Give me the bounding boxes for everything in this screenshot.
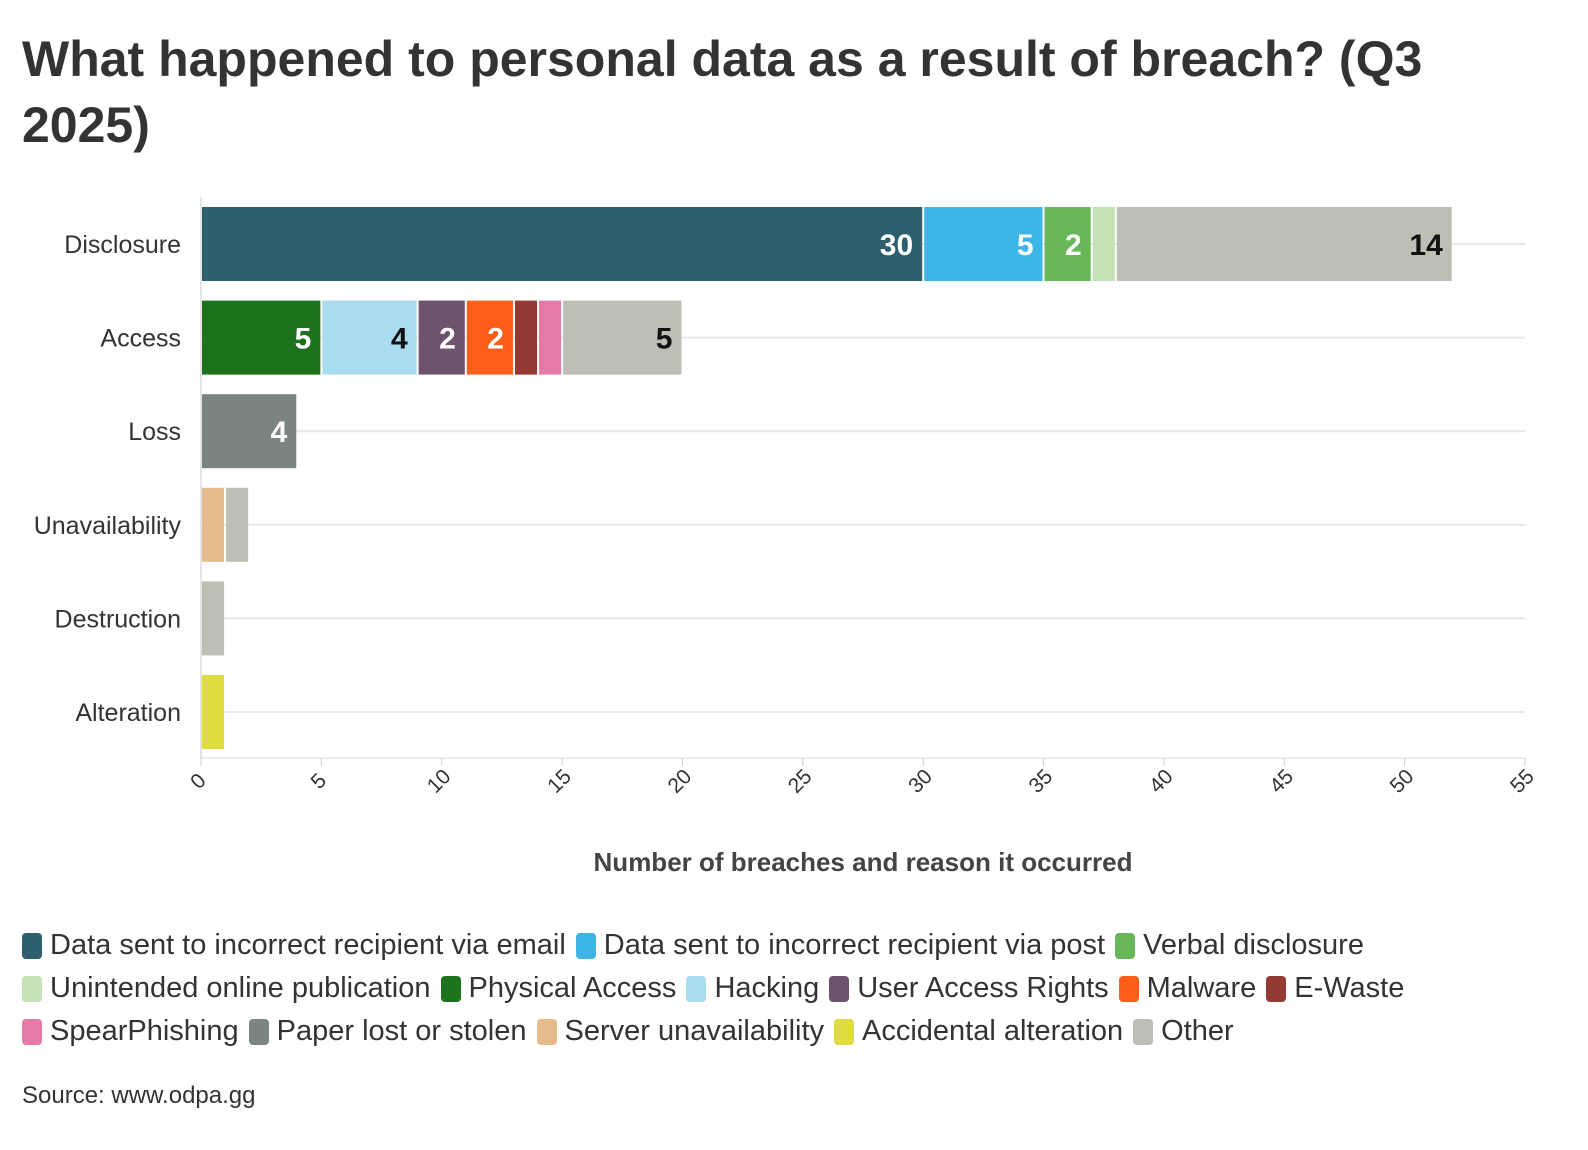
chart-title: What happened to personal data as a resu… bbox=[22, 31, 1423, 153]
legend-swatch bbox=[440, 975, 461, 1002]
x-tick-label: 45 bbox=[1265, 765, 1298, 798]
category-label: Destruction bbox=[55, 605, 181, 633]
x-axis-title: Number of breaches and reason it occurre… bbox=[594, 847, 1133, 877]
data-label: 5 bbox=[656, 323, 673, 356]
legend-item[interactable]: Server unavailability bbox=[536, 1010, 825, 1053]
legend-item[interactable]: Physical Access bbox=[440, 967, 677, 1010]
legend-label: Verbal disclosure bbox=[1143, 929, 1364, 961]
bar-segment bbox=[202, 207, 923, 281]
category-label: Disclosure bbox=[64, 231, 181, 259]
x-tick-label: 10 bbox=[423, 765, 456, 798]
legend-label: Accidental alteration bbox=[862, 1015, 1124, 1047]
x-tick-label: 5 bbox=[307, 769, 332, 794]
x-tick-label: 0 bbox=[186, 769, 211, 794]
bar-segment bbox=[202, 487, 225, 562]
legend: Data sent to incorrect recipient via ema… bbox=[22, 924, 1562, 1053]
x-tick-label: 50 bbox=[1386, 765, 1419, 798]
legend-item[interactable]: Accidental alteration bbox=[834, 1010, 1123, 1053]
category-label: Loss bbox=[128, 418, 181, 446]
legend-item[interactable]: User Access Rights bbox=[829, 967, 1109, 1010]
legend-swatch bbox=[22, 932, 42, 959]
legend-label: Data sent to incorrect recipient via ema… bbox=[50, 929, 566, 961]
bar-segment bbox=[1044, 207, 1091, 281]
x-tick-label: 55 bbox=[1506, 765, 1539, 798]
legend-label: E-Waste bbox=[1294, 972, 1405, 1004]
legend-swatch bbox=[686, 975, 707, 1002]
bar-segment bbox=[924, 207, 1043, 281]
legend-swatch bbox=[248, 1018, 269, 1045]
x-tick-label: 15 bbox=[543, 765, 576, 798]
x-tick-label: 20 bbox=[663, 765, 696, 798]
bar-segment bbox=[1116, 207, 1452, 281]
data-label: 14 bbox=[1409, 229, 1443, 262]
legend-item[interactable]: Hacking bbox=[686, 967, 819, 1010]
legend-item[interactable]: Data sent to incorrect recipient via ema… bbox=[22, 924, 566, 967]
legend-item[interactable]: Verbal disclosure bbox=[1115, 924, 1364, 967]
legend-swatch bbox=[1266, 975, 1287, 1002]
data-label: 2 bbox=[1065, 229, 1082, 262]
legend-label: Hacking bbox=[714, 972, 820, 1004]
x-tick-label: 30 bbox=[904, 765, 937, 798]
source-note: Source: www.odpa.gg bbox=[22, 1082, 256, 1109]
bar-segment bbox=[563, 300, 682, 375]
bar-segment bbox=[202, 581, 225, 656]
data-label: 4 bbox=[391, 323, 408, 356]
legend-swatch bbox=[22, 1018, 42, 1045]
x-tick-label: 40 bbox=[1145, 765, 1178, 798]
legend-label: Physical Access bbox=[468, 972, 677, 1004]
legend-swatch bbox=[575, 932, 596, 959]
legend-label: Unintended online publication bbox=[50, 972, 431, 1004]
legend-label: Data sent to incorrect recipient via pos… bbox=[603, 929, 1106, 961]
bar-segment bbox=[514, 300, 538, 375]
bar-segment bbox=[466, 300, 513, 375]
bar-segment bbox=[322, 300, 417, 375]
bar-segment bbox=[1092, 207, 1115, 281]
legend-item[interactable]: Unintended online publication bbox=[22, 967, 431, 1010]
bar-segment bbox=[226, 487, 249, 562]
legend-item[interactable]: Other bbox=[1133, 1010, 1234, 1053]
legend-swatch bbox=[1115, 932, 1136, 959]
category-label: Unavailability bbox=[34, 512, 182, 540]
bar-segment bbox=[202, 675, 225, 749]
data-label: 30 bbox=[880, 229, 913, 262]
legend-label: Server unavailability bbox=[564, 1015, 825, 1047]
legend-label: Paper lost or stolen bbox=[276, 1015, 527, 1047]
x-tick-label: 25 bbox=[784, 765, 817, 798]
bar-segment bbox=[202, 300, 321, 375]
legend-item[interactable]: Malware bbox=[1118, 967, 1257, 1010]
x-tick-label: 35 bbox=[1025, 765, 1058, 798]
legend-swatch bbox=[536, 1018, 557, 1045]
legend-swatch bbox=[829, 975, 850, 1002]
data-label: 4 bbox=[271, 416, 288, 449]
bar-segment bbox=[202, 394, 297, 469]
legend-label: SpearPhishing bbox=[50, 1015, 239, 1047]
legend-label: Other bbox=[1161, 1015, 1234, 1047]
legend-item[interactable]: Paper lost or stolen bbox=[248, 1010, 527, 1053]
data-label: 5 bbox=[1017, 229, 1034, 262]
legend-label: Malware bbox=[1146, 972, 1257, 1004]
legend-item[interactable]: E-Waste bbox=[1266, 967, 1404, 1010]
bar-segment bbox=[418, 300, 465, 375]
bar-segment bbox=[539, 300, 562, 375]
legend-swatch bbox=[22, 975, 42, 1002]
legend-item[interactable]: Data sent to incorrect recipient via pos… bbox=[575, 924, 1106, 967]
legend-item[interactable]: SpearPhishing bbox=[22, 1010, 239, 1053]
data-label: 2 bbox=[439, 323, 456, 356]
data-label: 2 bbox=[487, 323, 504, 356]
category-label: Access bbox=[100, 325, 181, 353]
legend-swatch bbox=[1118, 975, 1139, 1002]
legend-swatch bbox=[834, 1018, 855, 1045]
legend-swatch bbox=[1133, 1018, 1154, 1045]
data-label: 5 bbox=[295, 323, 312, 356]
legend-label: User Access Rights bbox=[857, 972, 1109, 1004]
category-label: Alteration bbox=[75, 699, 181, 727]
